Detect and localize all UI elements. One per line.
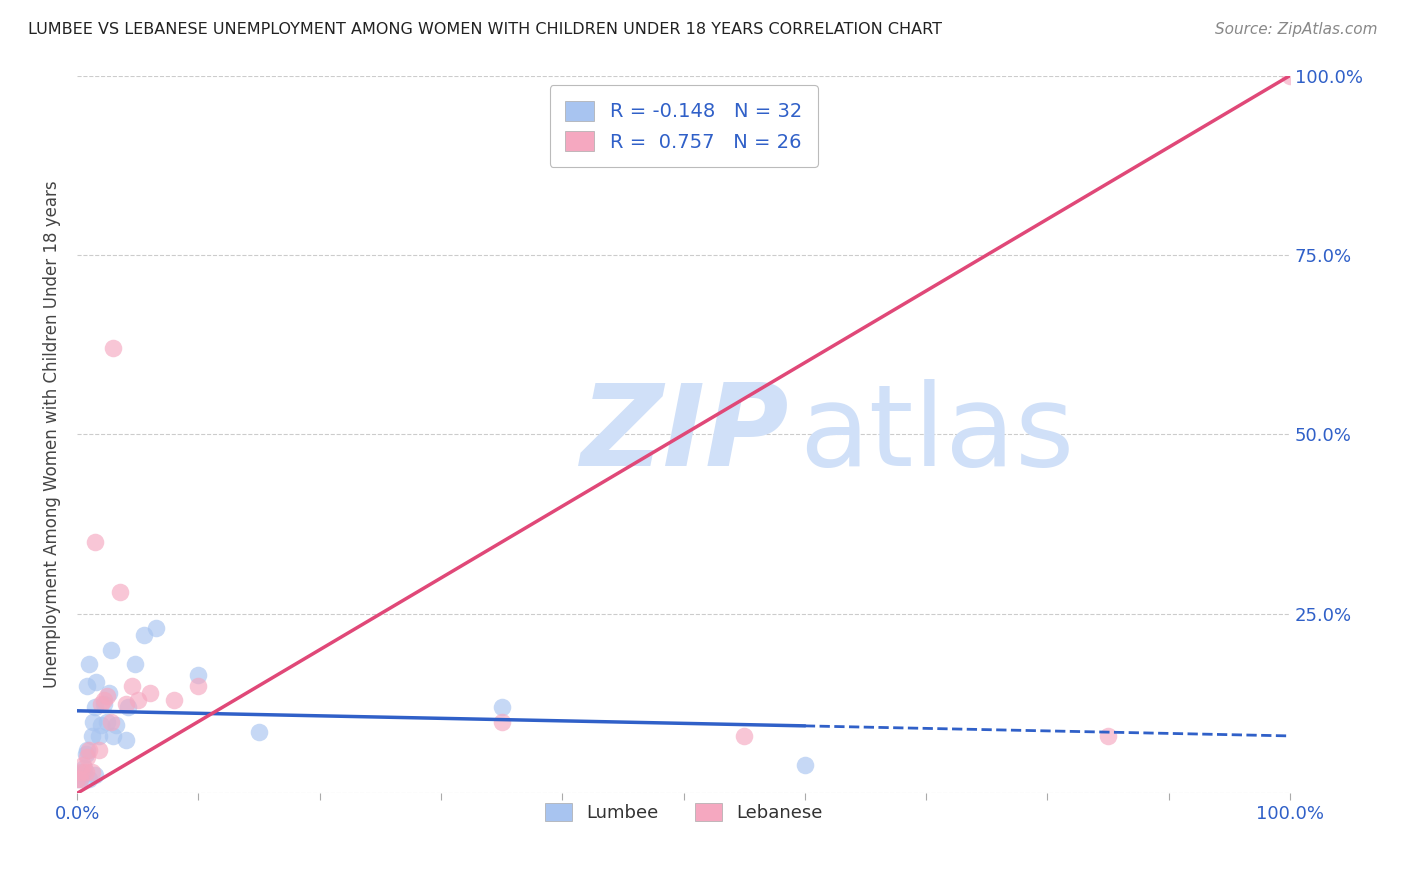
- Point: [1279, 69, 1302, 83]
- Point: [75, 764, 97, 779]
- Point: [86, 675, 108, 690]
- Point: [145, 621, 167, 635]
- Point: [76, 679, 98, 693]
- Point: [77, 772, 100, 786]
- Point: [124, 657, 146, 672]
- Point: [76, 743, 98, 757]
- Point: [127, 693, 149, 707]
- Point: [69, 772, 91, 786]
- Point: [163, 693, 186, 707]
- Point: [69, 764, 91, 779]
- Point: [103, 729, 125, 743]
- Point: [66, 772, 89, 786]
- Point: [93, 697, 115, 711]
- Point: [108, 585, 131, 599]
- Text: LUMBEE VS LEBANESE UNEMPLOYMENT AMONG WOMEN WITH CHILDREN UNDER 18 YEARS CORRELA: LUMBEE VS LEBANESE UNEMPLOYMENT AMONG WO…: [28, 22, 942, 37]
- Point: [121, 679, 143, 693]
- Point: [69, 772, 91, 786]
- Point: [96, 714, 118, 729]
- Point: [69, 768, 91, 782]
- Point: [793, 757, 815, 772]
- Point: [187, 668, 209, 682]
- Point: [114, 697, 136, 711]
- Point: [77, 743, 100, 757]
- Point: [491, 700, 513, 714]
- Point: [84, 700, 107, 714]
- Point: [87, 729, 110, 743]
- Point: [100, 642, 122, 657]
- Point: [66, 772, 89, 786]
- Text: ZIP: ZIP: [581, 379, 789, 490]
- Point: [73, 761, 96, 775]
- Point: [97, 686, 120, 700]
- Point: [72, 764, 94, 779]
- Point: [491, 714, 513, 729]
- Legend: Lumbee, Lebanese: Lumbee, Lebanese: [531, 790, 835, 835]
- Point: [84, 768, 107, 782]
- Point: [103, 341, 125, 355]
- Point: [187, 679, 209, 693]
- Point: [82, 714, 104, 729]
- Point: [72, 757, 94, 772]
- Point: [75, 747, 97, 761]
- Text: Source: ZipAtlas.com: Source: ZipAtlas.com: [1215, 22, 1378, 37]
- Point: [80, 729, 103, 743]
- Point: [96, 690, 118, 704]
- Point: [117, 700, 139, 714]
- Point: [76, 750, 98, 764]
- Point: [139, 686, 162, 700]
- Point: [84, 535, 107, 549]
- Text: atlas: atlas: [799, 379, 1074, 490]
- Point: [733, 729, 755, 743]
- Point: [1097, 729, 1119, 743]
- Point: [93, 693, 115, 707]
- Point: [247, 725, 270, 739]
- Point: [132, 628, 155, 642]
- Point: [114, 732, 136, 747]
- Point: [77, 657, 100, 672]
- Point: [90, 718, 112, 732]
- Point: [100, 714, 122, 729]
- Point: [90, 697, 112, 711]
- Point: [80, 764, 103, 779]
- Point: [87, 743, 110, 757]
- Point: [104, 718, 127, 732]
- Y-axis label: Unemployment Among Women with Children Under 18 years: Unemployment Among Women with Children U…: [44, 180, 60, 689]
